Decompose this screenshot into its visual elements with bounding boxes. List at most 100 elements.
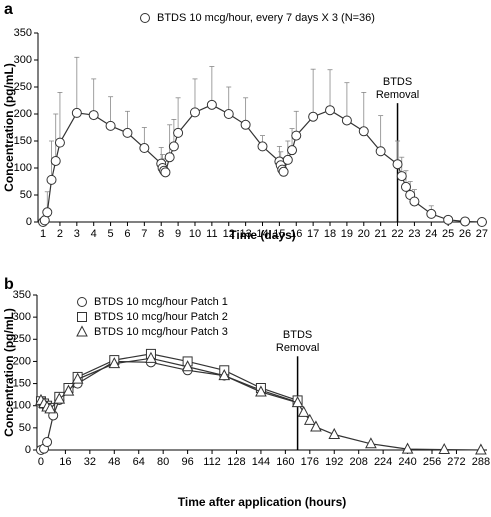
marker	[255, 385, 267, 397]
marker	[223, 109, 234, 119]
x-tick-label: 10	[189, 228, 201, 240]
x-tick-label: 25	[442, 228, 454, 240]
marker	[438, 442, 451, 455]
x-tick-label: 272	[447, 456, 465, 468]
y-tick-label: 200	[13, 355, 31, 367]
y-tick-label: 50	[19, 422, 31, 434]
y-tick-label: 100	[13, 400, 31, 412]
x-tick-label: 48	[108, 456, 120, 468]
marker	[168, 141, 179, 152]
x-tick-label: 32	[84, 456, 96, 468]
legend-marker	[140, 13, 150, 23]
marker	[310, 420, 322, 432]
marker	[287, 145, 298, 156]
marker	[42, 437, 53, 448]
x-tick-label: 6	[124, 228, 130, 240]
marker	[365, 437, 377, 449]
marker	[206, 99, 217, 110]
legend-marker	[77, 312, 87, 322]
x-tick-label: 176	[301, 456, 319, 468]
x-tick-label: 24	[425, 228, 437, 240]
marker	[46, 174, 57, 185]
marker	[53, 392, 66, 404]
x-axis-title: Time after application (hours)	[178, 495, 346, 509]
y-tick-label: 300	[14, 54, 32, 66]
x-tick-label: 64	[133, 456, 145, 468]
legend-label: BTDS 10 mcg/hour Patch 2	[94, 311, 228, 323]
marker	[218, 369, 231, 381]
marker	[297, 405, 310, 417]
marker	[325, 105, 336, 116]
annotation: BTDS	[283, 329, 312, 341]
x-tick-label: 18	[324, 228, 336, 240]
marker	[42, 207, 53, 218]
x-tick-label: 12	[223, 228, 235, 240]
marker	[88, 110, 99, 121]
marker	[396, 171, 407, 182]
marker	[139, 143, 150, 154]
y-tick-label: 350	[13, 289, 31, 301]
marker	[401, 442, 414, 454]
y-tick-label: 300	[13, 311, 31, 323]
x-tick-label: 23	[408, 228, 420, 240]
marker	[426, 208, 437, 219]
x-tick-label: 15	[273, 228, 285, 240]
marker	[160, 167, 171, 178]
x-tick-label: 4	[91, 228, 97, 240]
y-tick-label: 150	[13, 377, 31, 389]
y-tick-label: 250	[14, 81, 32, 93]
marker	[282, 154, 293, 165]
x-tick-label: 144	[252, 456, 270, 468]
marker	[122, 127, 133, 138]
x-tick-label: 14	[256, 228, 268, 240]
marker	[409, 196, 420, 207]
x-tick-label: 3	[74, 228, 80, 240]
y-axis-title: Concentration (pg/mL)	[2, 308, 16, 437]
x-tick-label: 19	[341, 228, 353, 240]
x-tick-label: 256	[423, 456, 441, 468]
annotation: BTDS	[383, 76, 412, 88]
y-tick-label: 150	[14, 135, 32, 147]
marker	[308, 111, 319, 122]
marker	[460, 216, 471, 227]
y-axis-title: Concentration (pg/mL)	[2, 63, 16, 192]
x-tick-label: 128	[227, 456, 245, 468]
annotation: Removal	[276, 342, 319, 354]
legend-label: BTDS 10 mcg/hour Patch 3	[94, 326, 228, 338]
marker	[240, 119, 251, 130]
marker	[291, 396, 304, 408]
marker	[50, 155, 61, 166]
series-line	[40, 357, 481, 451]
x-tick-label: 208	[350, 456, 368, 468]
x-tick-label: 9	[175, 228, 181, 240]
marker	[476, 217, 487, 227]
x-tick-label: 17	[307, 228, 319, 240]
marker	[328, 427, 341, 439]
marker	[475, 443, 487, 455]
y-tick-label: 100	[14, 162, 32, 174]
y-tick-label: 350	[14, 27, 32, 39]
marker	[62, 384, 75, 396]
marker	[71, 107, 82, 118]
x-tick-label: 11	[206, 228, 217, 240]
y-tick-label: 50	[20, 189, 32, 201]
marker	[44, 402, 56, 414]
marker	[105, 120, 116, 131]
x-tick-label: 2	[57, 228, 63, 240]
x-tick-label: 16	[59, 456, 71, 468]
x-tick-label: 0	[38, 456, 44, 468]
marker	[145, 351, 157, 363]
x-tick-label: 8	[158, 228, 164, 240]
x-tick-label: 224	[374, 456, 392, 468]
x-tick-label: 21	[375, 228, 387, 240]
marker	[189, 107, 200, 118]
marker	[400, 181, 411, 192]
x-tick-label: 160	[276, 456, 294, 468]
legend-label: BTDS 10 mcg/hour Patch 1	[94, 296, 228, 308]
x-tick-label: 27	[476, 228, 488, 240]
marker	[181, 360, 194, 372]
x-tick-label: 80	[157, 456, 169, 468]
marker	[71, 372, 84, 384]
